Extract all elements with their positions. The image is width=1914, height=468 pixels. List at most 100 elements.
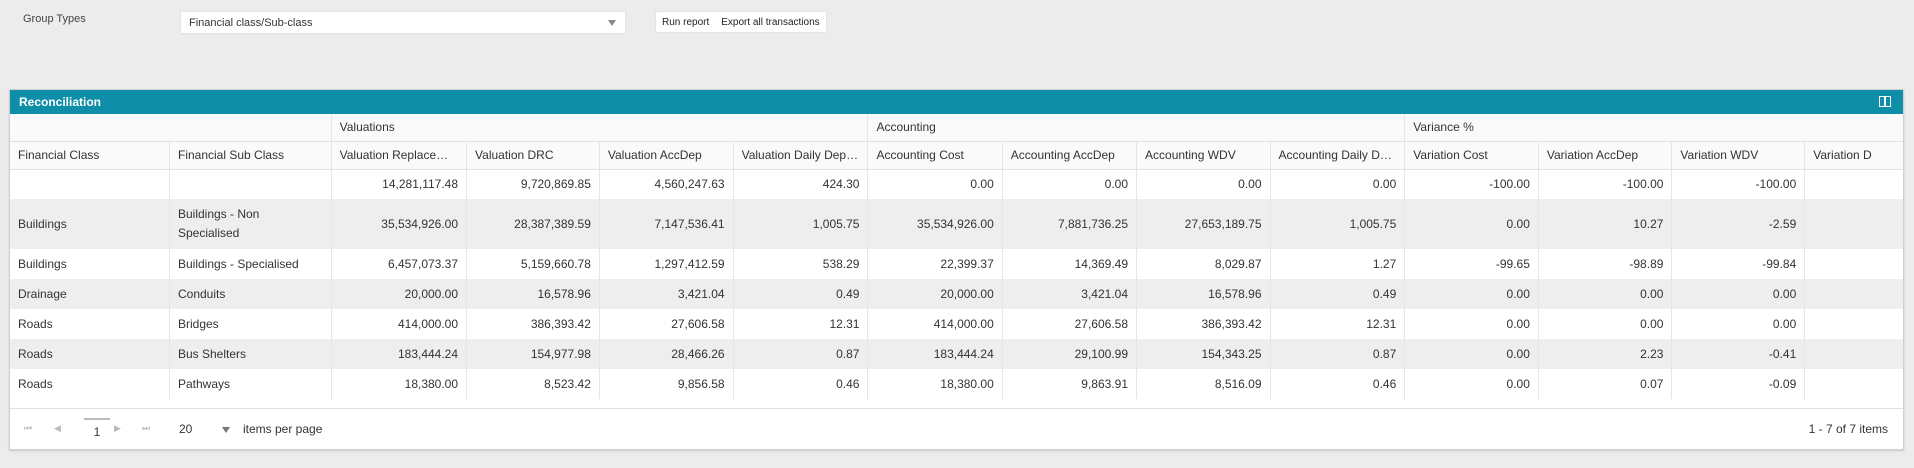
table-cell: 0.00	[1404, 309, 1539, 339]
table-cell: 27,606.58	[599, 309, 734, 339]
column-header[interactable]: Valuation AccDep	[599, 141, 734, 170]
table-cell: 20,000.00	[867, 279, 1003, 309]
table-cell: Bus Shelters	[169, 339, 332, 369]
table-cell: 3,421.04	[599, 279, 734, 309]
table-cell: 18,380.00	[867, 369, 1003, 399]
export-transactions-button[interactable]: Export all transactions	[721, 16, 820, 28]
per-page-select[interactable]: 20	[179, 422, 193, 436]
table-cell: 8,523.42	[466, 369, 600, 399]
group-types-value: Financial class/Sub-class	[189, 17, 313, 29]
report-button-group: Run report Export all transactions	[655, 11, 827, 33]
column-header[interactable]: Accounting AccDep	[1002, 141, 1138, 170]
table-cell: 0.87	[733, 339, 869, 369]
group-types-label: Group Types	[23, 13, 86, 25]
table-cell: -99.65	[1404, 249, 1539, 279]
chevron-down-icon[interactable]	[222, 427, 230, 433]
table-cell: 27,653,189.75	[1136, 199, 1271, 249]
last-page-icon[interactable]: ⏭	[142, 423, 151, 433]
table-cell: 183,444.24	[867, 339, 1003, 369]
table-cell: 538.29	[733, 249, 869, 279]
table-cell: 0.46	[1270, 369, 1406, 399]
table-cell: Conduits	[169, 279, 332, 309]
table-cell: 9,863.91	[1002, 369, 1138, 399]
table-row[interactable]: Roads Pathways 18,380.00 8,523.42 9,856.58 0.…	[10, 369, 1903, 399]
table-cell: 6,457,073.37	[331, 249, 468, 279]
table-cell: 0.46	[733, 369, 869, 399]
table-cell	[1804, 249, 1903, 279]
column-header[interactable]: Valuation DRC	[466, 141, 600, 170]
table-cell: 12.31	[1270, 309, 1406, 339]
table-cell: 1,005.75	[733, 199, 869, 249]
table-cell: 9,720,869.85	[466, 169, 600, 199]
table-cell: 0.00	[1538, 279, 1673, 309]
table-cell: 0.00	[1538, 309, 1673, 339]
column-header[interactable]: Variation WDV	[1671, 141, 1806, 170]
table-cell: 9,856.58	[599, 369, 734, 399]
table-row[interactable]: Roads Bus Shelters 183,444.24 154,977.98 28,…	[10, 339, 1903, 369]
table-cell: Buildings - Non Specialised	[169, 199, 332, 249]
first-page-icon[interactable]: ⏮	[24, 423, 33, 433]
table-cell: 35,534,926.00	[331, 199, 468, 249]
table-row[interactable]: 14,281,117.48 9,720,869.85 4,560,247.63 424…	[10, 169, 1903, 199]
table-row[interactable]: Drainage Conduits 20,000.00 16,578.96 3,421.…	[10, 279, 1903, 309]
pager: ⏮ ◀ 1 ▶ ⏭ 20 items per page 1 - 7 of 7 i…	[10, 408, 1903, 449]
previous-page-icon[interactable]: ◀	[54, 423, 61, 433]
table-cell: 7,147,536.41	[599, 199, 734, 249]
column-header[interactable]: Financial Class	[10, 141, 170, 170]
table-cell: 2.23	[1538, 339, 1673, 369]
table-cell: Bridges	[169, 309, 332, 339]
table-cell: 424.30	[733, 169, 869, 199]
table-cell: 0.07	[1538, 369, 1673, 399]
column-header[interactable]: Accounting Cost	[867, 141, 1003, 170]
table-cell: 0.00	[1404, 279, 1539, 309]
column-header[interactable]: Accounting Daily D…	[1270, 141, 1406, 170]
group-header-empty	[10, 114, 332, 142]
run-report-button[interactable]: Run report	[662, 16, 710, 28]
table-cell	[1804, 339, 1903, 369]
table-cell: 35,534,926.00	[867, 199, 1003, 249]
column-header[interactable]: Valuation Daily Dep…	[733, 141, 869, 170]
table-cell: 28,466.26	[599, 339, 734, 369]
table-cell	[1804, 199, 1903, 249]
table-cell: -0.09	[1671, 369, 1806, 399]
table-row[interactable]: Roads Bridges 414,000.00 386,393.42 27,606.5…	[10, 309, 1903, 339]
table-cell: 20,000.00	[331, 279, 468, 309]
table-cell	[1804, 279, 1903, 309]
table-cell: 27,606.58	[1002, 309, 1138, 339]
table-cell: 0.87	[1270, 339, 1406, 369]
table-cell: 29,100.99	[1002, 339, 1138, 369]
table-cell: -2.59	[1671, 199, 1806, 249]
table-cell	[1804, 369, 1903, 399]
table-cell: Buildings	[10, 249, 170, 279]
table-cell: 8,029.87	[1136, 249, 1271, 279]
table-cell: 1,005.75	[1270, 199, 1406, 249]
table-cell: 154,977.98	[466, 339, 600, 369]
per-page-label: items per page	[243, 422, 323, 436]
column-header[interactable]: Financial Sub Class	[169, 141, 332, 170]
column-header[interactable]: Accounting WDV	[1136, 141, 1271, 170]
column-header[interactable]: Variation D	[1804, 141, 1903, 170]
table-row[interactable]: Buildings Buildings - Specialised 6,457,07…	[10, 249, 1903, 279]
table-cell: 4,560,247.63	[599, 169, 734, 199]
table-row[interactable]: Buildings Buildings - Non Specialised 35,5…	[10, 199, 1903, 249]
panel-header: Reconciliation	[10, 90, 1903, 114]
next-page-icon[interactable]: ▶	[114, 423, 121, 433]
table-cell: Buildings	[10, 199, 170, 249]
column-header[interactable]: Variation Cost	[1404, 141, 1539, 170]
table-cell: 0.49	[733, 279, 869, 309]
table-cell: 18,380.00	[331, 369, 468, 399]
table-cell: 0.00	[1270, 169, 1406, 199]
table-cell: 414,000.00	[331, 309, 468, 339]
column-layout-icon[interactable]	[1879, 96, 1891, 107]
group-header-variance: Variance %	[1404, 114, 1903, 142]
current-page[interactable]: 1	[84, 418, 110, 439]
table-cell: 183,444.24	[331, 339, 468, 369]
table-cell: Roads	[10, 309, 170, 339]
column-header[interactable]: Variation AccDep	[1538, 141, 1673, 170]
group-types-select[interactable]: Financial class/Sub-class	[180, 11, 626, 34]
table-cell: 14,369.49	[1002, 249, 1138, 279]
column-header[interactable]: Valuation Replace…	[331, 141, 468, 170]
table-cell: -98.89	[1538, 249, 1673, 279]
table-cell: 16,578.96	[466, 279, 600, 309]
table-cell: 0.00	[1404, 199, 1539, 249]
